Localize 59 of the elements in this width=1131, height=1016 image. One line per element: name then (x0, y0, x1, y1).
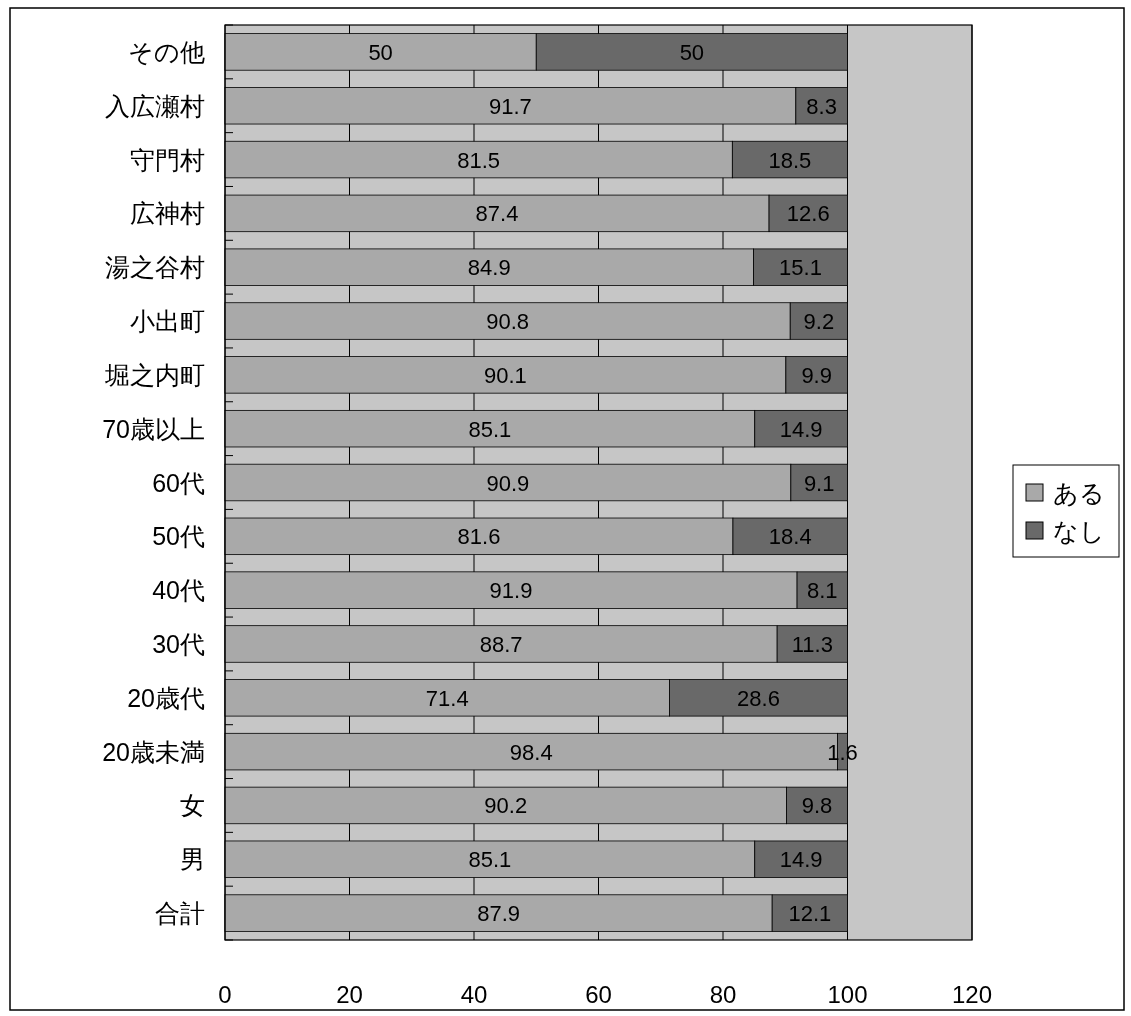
x-tick-label: 100 (827, 981, 868, 1008)
data-label: 98.4 (509, 739, 553, 765)
x-tick-label: 40 (460, 981, 488, 1008)
data-label: 11.3 (791, 631, 833, 657)
y-tick-label: 60代 (152, 468, 205, 497)
y-tick-label: 男 (180, 845, 205, 874)
y-tick-label: 女 (180, 791, 205, 820)
data-label: 9.2 (803, 309, 835, 335)
data-label: 81.5 (457, 147, 501, 173)
data-label: 14.9 (779, 847, 823, 873)
data-label: 50 (368, 39, 393, 65)
data-label: 14.9 (779, 416, 823, 442)
data-label: 84.9 (467, 255, 511, 281)
data-label: 85.1 (468, 847, 512, 873)
y-tick-label: 堀之内町 (104, 360, 205, 389)
data-label: 12.6 (786, 201, 830, 227)
x-tick-label: 80 (709, 981, 737, 1008)
data-label: 91.7 (489, 93, 532, 119)
data-label: 12.1 (788, 901, 832, 927)
data-label: 18.5 (768, 147, 812, 173)
y-tick-label: 広神村 (130, 199, 205, 228)
y-tick-label: 30代 (152, 629, 205, 658)
x-tick-label: 0 (218, 981, 232, 1008)
data-label: 90.9 (486, 470, 530, 496)
y-tick-label: 湯之谷村 (105, 253, 205, 282)
data-label: 9.9 (801, 362, 832, 388)
y-tick-label: その他 (128, 37, 205, 66)
data-label: 15.1 (779, 255, 822, 281)
data-label: 87.9 (477, 901, 520, 927)
data-label: 9.8 (801, 793, 833, 819)
data-label: 91.9 (489, 578, 533, 604)
y-tick-label: 合計 (155, 899, 205, 928)
y-tick-label: 守門村 (130, 145, 205, 174)
legend-label: なし (1053, 517, 1105, 545)
y-tick-label: 40代 (152, 576, 205, 605)
data-label: 9.1 (803, 470, 835, 496)
y-tick-label: 50代 (152, 522, 205, 551)
data-label: 87.4 (475, 201, 519, 227)
y-tick-label: 20歳代 (127, 683, 205, 712)
x-tick-label: 20 (336, 981, 363, 1008)
data-label: 28.6 (737, 685, 780, 711)
data-label: 81.6 (457, 524, 501, 550)
x-tick-label: 60 (585, 981, 612, 1008)
data-label: 50 (679, 39, 705, 65)
data-label: 8.3 (806, 93, 837, 119)
y-tick-label: 20歳未満 (102, 737, 205, 766)
data-label: 71.4 (425, 685, 469, 711)
data-label: 88.7 (479, 631, 523, 657)
y-tick-label: 入広瀬村 (105, 91, 205, 120)
data-label: 90.8 (486, 309, 530, 335)
data-label: 90.1 (484, 362, 527, 388)
legend-label: ある (1053, 479, 1105, 507)
y-tick-label: 小出町 (130, 307, 205, 336)
data-label: 85.1 (468, 416, 512, 442)
data-label: 8.1 (806, 578, 838, 604)
data-label: 18.4 (768, 524, 812, 550)
x-tick-label: 120 (951, 981, 993, 1008)
data-label: 90.2 (484, 793, 528, 819)
y-tick-label: 70歳以上 (102, 414, 205, 443)
